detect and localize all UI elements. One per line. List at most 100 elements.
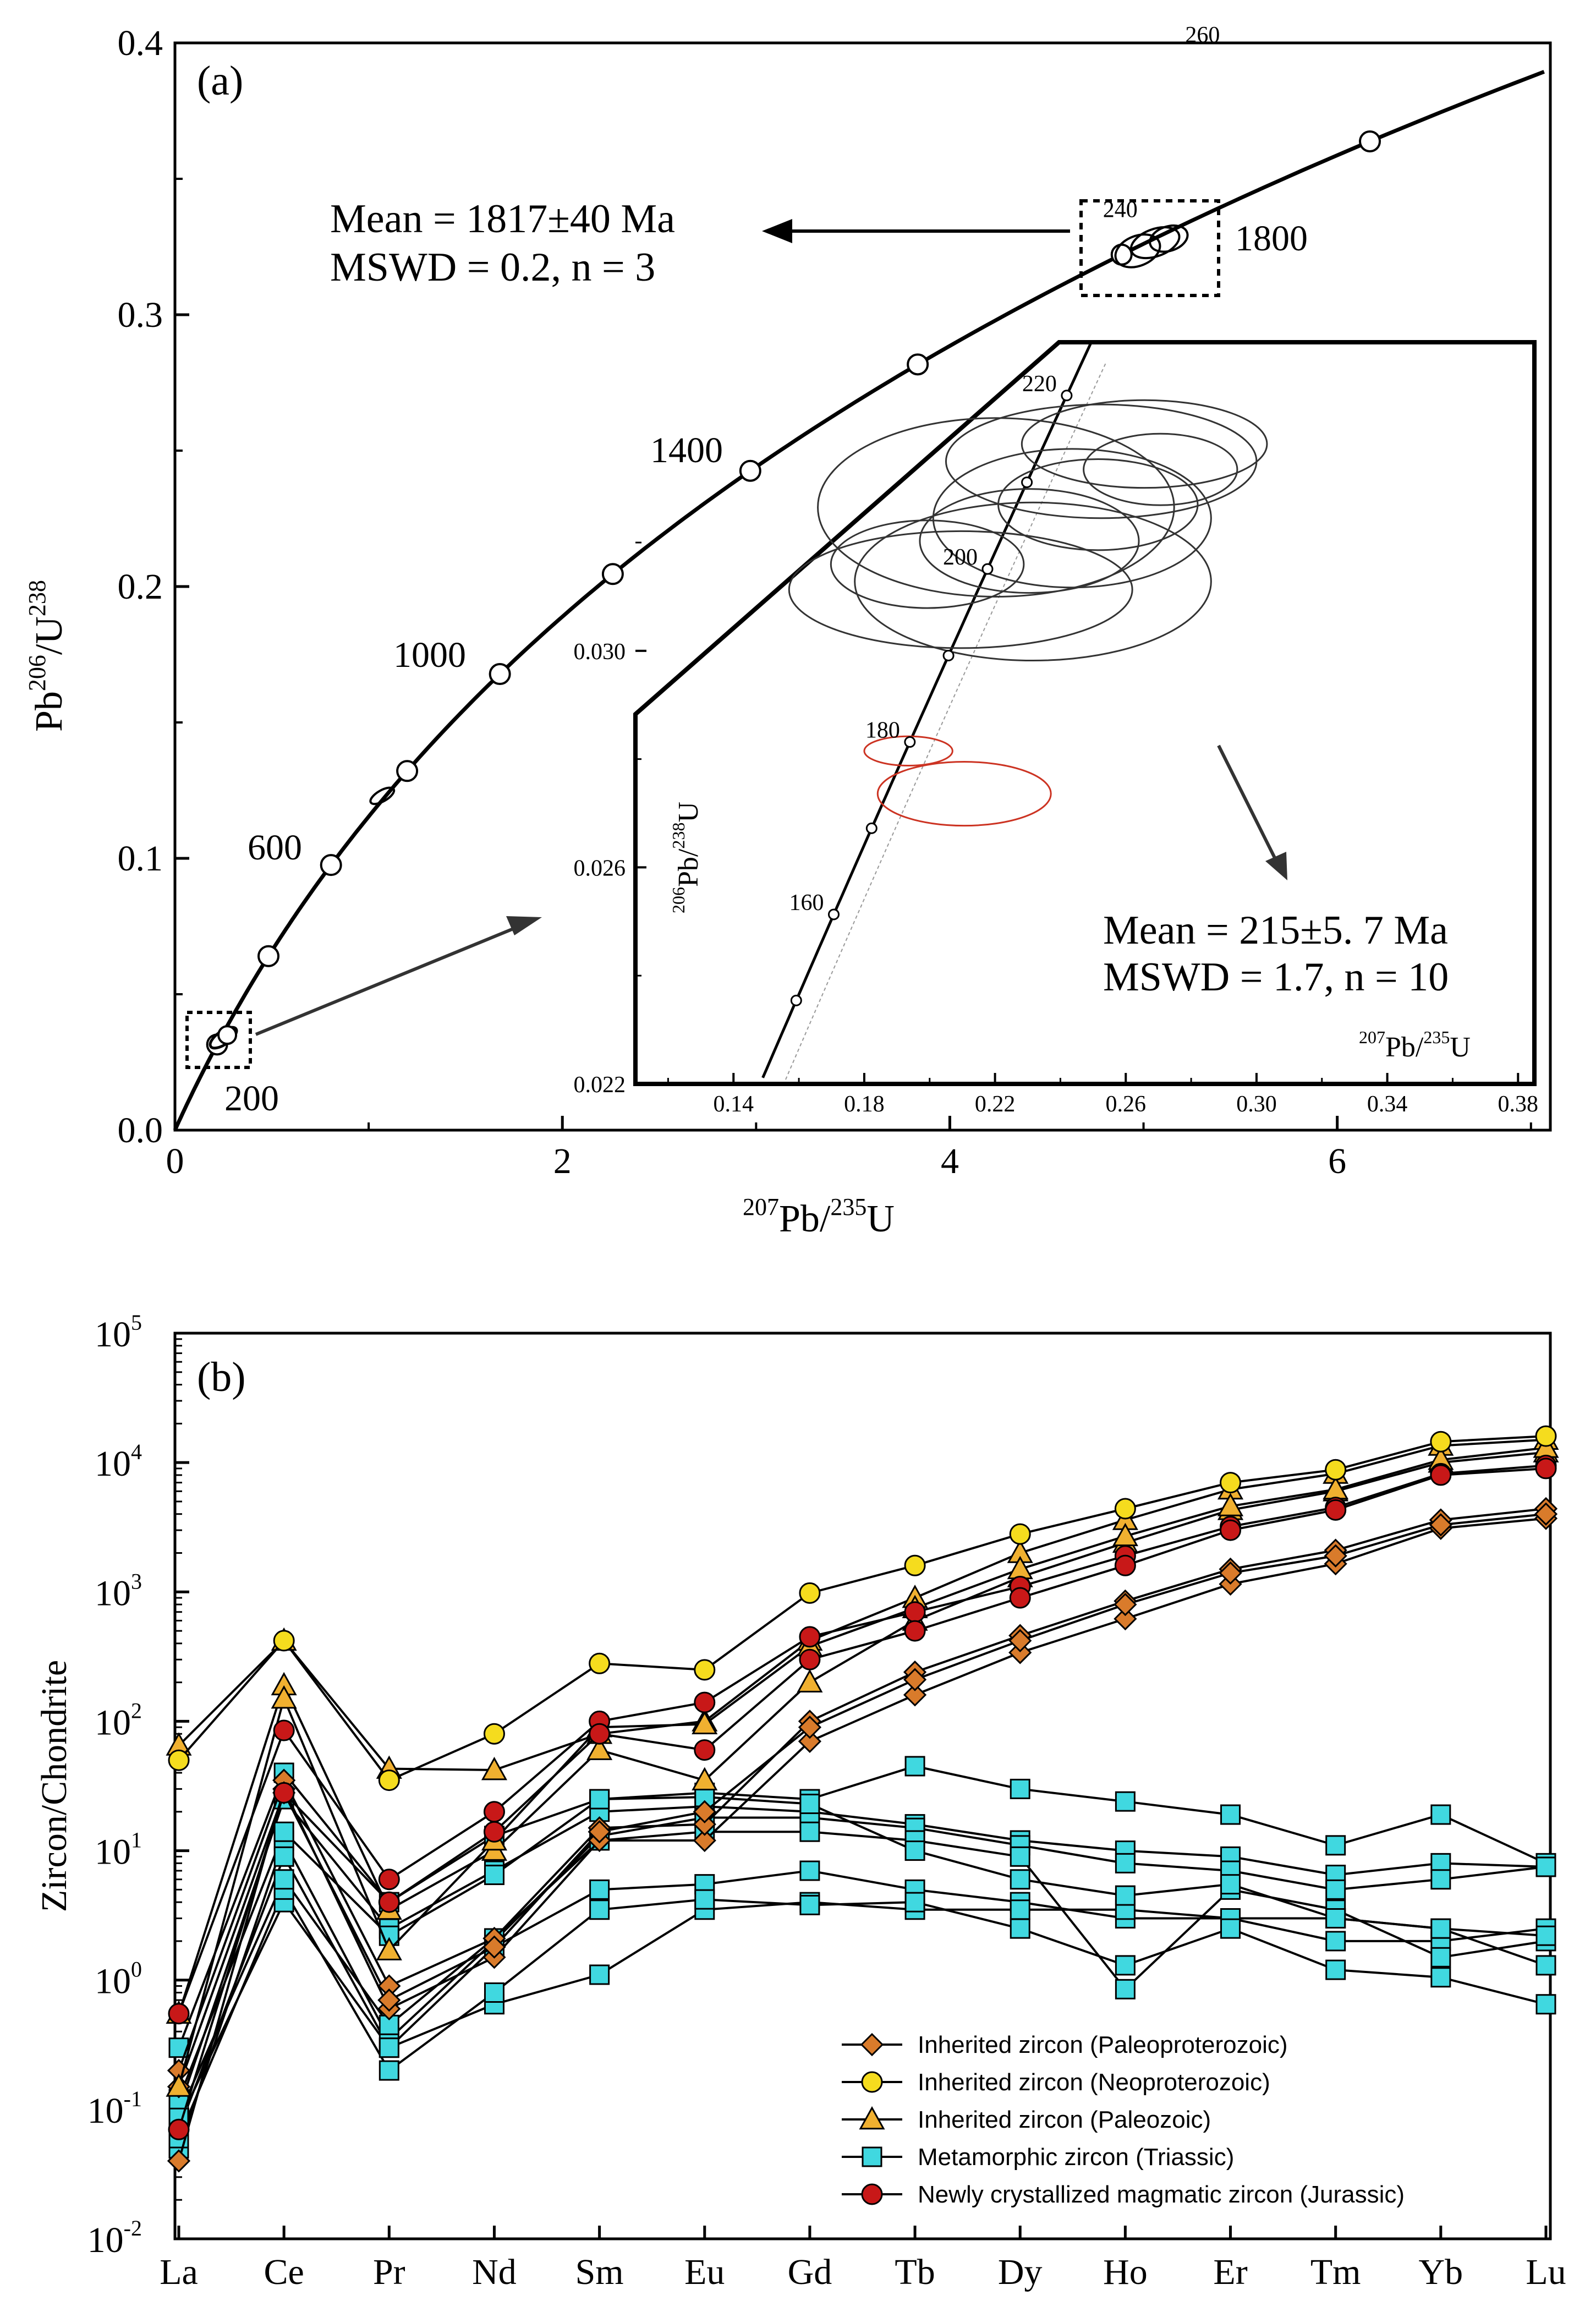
y-tick-label: 0.2 [118, 567, 163, 607]
data-point [589, 1652, 611, 1674]
inset-age-label: 160 [789, 890, 824, 916]
legend-marker [860, 2032, 884, 2057]
inset-mean-text: Mean = 215±5. 7 Ma [1103, 908, 1448, 953]
data-point [799, 1821, 820, 1842]
y-tick-label: 104 [95, 1439, 142, 1484]
inset-x-tick-label: 0.22 [975, 1092, 1016, 1117]
data-point [799, 1894, 820, 1915]
data-point [1010, 1869, 1030, 1890]
data-point [1115, 1885, 1136, 1906]
concordia-age-marker [601, 563, 624, 585]
inset-reference-line [785, 361, 1107, 1080]
legend-label: Inherited zircon (Neoproterozoic) [918, 2069, 1270, 2096]
data-point [904, 1554, 926, 1576]
panel-a-axes-ticks: 0 2 4 6 0.0 0.1 0.2 0.3 0.4 [118, 23, 1532, 1181]
legend-marker [862, 2146, 882, 2167]
legend-marker [861, 2071, 883, 2093]
data-point [1325, 1835, 1346, 1856]
data-point [168, 1749, 190, 1771]
age-label-200: 200 [224, 1078, 279, 1119]
inset-age-marker [942, 649, 955, 661]
data-point [1325, 1459, 1347, 1481]
inset-y-tick-label: 0.022 [574, 1072, 626, 1098]
inset-x-tick-label: 0.26 [1106, 1092, 1147, 1117]
series-line [178, 1513, 1546, 2088]
inset-age-marker [904, 736, 916, 748]
data-point [799, 1794, 820, 1815]
inset-age-marker [1061, 390, 1073, 402]
concordia-age-marker [489, 663, 511, 686]
data-point [376, 1937, 402, 1960]
age-label-1800: 1800 [1235, 218, 1308, 259]
series-line [178, 1435, 1546, 1782]
data-point [1010, 1778, 1030, 1799]
inset-ellipse [876, 761, 1052, 827]
inherited-zircon-ellipse [369, 786, 396, 806]
data-point [694, 1889, 715, 1910]
series-line [178, 1796, 1546, 2110]
data-point [1219, 1561, 1242, 1585]
panel-b-series [166, 1425, 1559, 2173]
y-tick-label: 10-2 [87, 2216, 142, 2260]
data-point [799, 1648, 821, 1670]
inset-age-marker [981, 563, 994, 575]
y-tick-label: 100 [95, 1957, 142, 2002]
concordia-age-marker [257, 945, 280, 967]
data-point [1009, 1587, 1031, 1609]
old-group-mswd-text: MSWD = 0.2, n = 3 [330, 245, 655, 290]
data-point [1325, 1908, 1346, 1929]
old-group-mean-text: Mean = 1817±40 Ma [330, 196, 675, 242]
zoom-arrow-line [255, 924, 521, 1036]
inset-age-label: 200 [943, 545, 978, 570]
data-point [904, 1620, 926, 1642]
series-line [178, 1464, 1546, 2014]
inset-ellipse [788, 530, 1133, 649]
data-point [1010, 1846, 1030, 1867]
inset-ellipse [1021, 399, 1268, 489]
series-line [178, 1795, 1546, 2100]
data-point [904, 1892, 925, 1913]
x-tick-label: Nd [472, 2252, 517, 2292]
data-point [273, 1821, 294, 1842]
data-point [484, 1865, 504, 1886]
data-point [589, 1789, 610, 1810]
inset-age-marker [865, 822, 877, 834]
data-point [799, 1626, 821, 1648]
data-point [1220, 1519, 1242, 1541]
series-group-3 [168, 1756, 1556, 2159]
concordia-age-marker [1359, 130, 1381, 152]
data-point [273, 1869, 294, 1890]
data-point [1430, 1967, 1451, 1988]
panel-b-y-label: Zircon/Chondrite [34, 1660, 74, 1912]
x-tick-label: Yb [1419, 2252, 1463, 2292]
y-tick-label: 101 [95, 1828, 142, 1872]
x-tick-label: 2 [553, 1141, 572, 1181]
data-point [588, 1820, 611, 1844]
data-point [1115, 1979, 1136, 1999]
inset-ellipse [1083, 432, 1238, 506]
data-point [1534, 1502, 1558, 1526]
data-point [797, 1669, 823, 1692]
data-point [1430, 1804, 1451, 1825]
inset-y-tick-label: 0.026 [574, 856, 626, 881]
x-tick-label: Gd [788, 2252, 832, 2292]
data-point [798, 1716, 822, 1739]
zoom-arrow-head [506, 916, 542, 935]
data-point [693, 1800, 716, 1823]
data-point [1430, 1918, 1451, 1939]
data-point [693, 1828, 716, 1853]
data-point [1535, 1856, 1556, 1877]
data-point [378, 1769, 400, 1792]
data-point [1535, 1955, 1556, 1976]
x-tick-label: La [160, 2252, 198, 2292]
inset-ellipse [830, 519, 1025, 609]
data-point [483, 1821, 505, 1843]
x-tick-label: Ce [264, 2252, 304, 2292]
data-point [167, 2149, 191, 2173]
data-point [694, 1691, 716, 1713]
data-point [1325, 1959, 1346, 1980]
data-point [1430, 1947, 1451, 1968]
inset-x-label: 207Pb/235U [1359, 1027, 1471, 1063]
data-point [273, 1719, 295, 1741]
data-point [904, 1601, 926, 1623]
